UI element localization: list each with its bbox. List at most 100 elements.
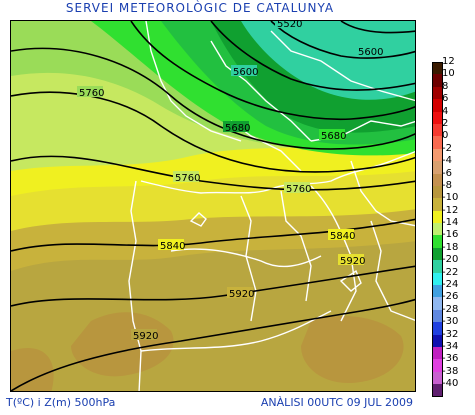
legend-label: -18 [442, 241, 459, 253]
legend-label: -24 [442, 279, 459, 291]
legend-row: -22 [432, 267, 470, 286]
legend-swatch [432, 74, 443, 87]
legend-label: 10 [442, 68, 455, 80]
legend-swatch [432, 99, 443, 112]
legend-label: 6 [442, 93, 449, 105]
legend-label: -6 [442, 167, 452, 179]
legend-row: -20 [432, 254, 470, 273]
contour-5600 [210, 21, 415, 91]
legend-label: -14 [442, 217, 459, 229]
legend-swatch [432, 148, 443, 162]
contour-label-5680: 5680 [225, 123, 250, 134]
contour-5680-a [11, 47, 415, 150]
legend-label: 2 [442, 117, 449, 129]
legend-swatch [432, 223, 443, 236]
legend-row: -14 [432, 217, 470, 236]
legend-label: -36 [442, 353, 459, 365]
contour-label-5920: 5920 [340, 256, 365, 267]
contour-label-5920: 5920 [229, 289, 254, 300]
legend-swatch [432, 359, 443, 372]
contour-label-5760: 5760 [175, 173, 200, 184]
map-canvas: 5520 5600 5600 5680 5680 5760 5760 5760 … [11, 21, 415, 391]
legend-row: -32 [432, 329, 470, 347]
legend-row: -34 [432, 341, 470, 360]
contour-5520 [340, 21, 415, 34]
contour-label-5680: 5680 [321, 131, 346, 142]
legend-swatch [432, 161, 443, 174]
legend-swatch [432, 371, 443, 385]
legend-swatch [432, 247, 443, 261]
legend-swatch [432, 198, 443, 211]
contour-5920-b [11, 298, 415, 391]
legend-label: -4 [442, 155, 452, 167]
legend-swatch [432, 272, 443, 286]
legend-row: -18 [432, 242, 470, 261]
contour-label-5600: 5600 [358, 47, 383, 58]
legend-swatch [432, 346, 443, 360]
legend-row: -26 [432, 291, 470, 310]
legend-label: -12 [442, 204, 459, 216]
contour-5920-a [11, 265, 415, 307]
legend-row: -36 [432, 353, 470, 372]
legend-swatch [432, 285, 443, 298]
legend-row: -8 [432, 180, 470, 199]
analysis-timestamp: ANÀLISI 00UTC 09 JUL 2009 [260, 396, 413, 409]
legend-row: -30 [432, 316, 470, 335]
legend-swatch [432, 210, 443, 224]
legend-row: 6 [432, 93, 470, 112]
band-minus-20 [241, 21, 415, 100]
map-panel: 5520 5600 5600 5680 5680 5760 5760 5760 … [10, 20, 416, 392]
legend-swatch [432, 334, 443, 347]
legend-label: -30 [442, 316, 459, 328]
contour-labels: 5520 5600 5600 5680 5680 5760 5760 5760 … [77, 21, 383, 342]
legend-swatch [432, 297, 443, 310]
legend-swatch [432, 260, 443, 273]
legend-row: -6 [432, 168, 470, 186]
warm-region-1 [71, 312, 174, 377]
page-title: SERVEI METEOROLÒGIC DE CATALUNYA [65, 1, 335, 15]
legend-swatch [432, 111, 443, 124]
legend-label: 4 [442, 105, 449, 117]
legend-row: -10 [432, 192, 470, 211]
legend-label: 12 [442, 56, 455, 67]
legend-label: -20 [442, 254, 459, 266]
legend-label: -32 [442, 328, 459, 340]
contour-label-5760: 5760 [286, 184, 311, 195]
legend-row: -16 [432, 229, 470, 248]
legend-swatch [432, 86, 443, 100]
legend-row: 4 [432, 106, 470, 124]
contour-5640 [130, 21, 415, 121]
legend-swatch [432, 123, 443, 137]
legend-label: -2 [442, 142, 452, 154]
legend-row: 12 [432, 56, 470, 75]
legend-swatch [432, 62, 443, 75]
legend-swatch [432, 384, 443, 397]
legend-label: -40 [442, 378, 459, 390]
legend-label: -16 [442, 229, 459, 241]
legend-swatch [432, 309, 443, 323]
legend-label: -34 [442, 340, 459, 352]
contour-label-5840: 5840 [330, 231, 355, 242]
legend-label: 8 [442, 80, 449, 92]
legend-row: -38 [432, 366, 470, 385]
legend-row: 0 [432, 130, 470, 149]
contour-5560 [270, 21, 415, 59]
legend-row: 2 [432, 118, 470, 137]
contour-label-5760: 5760 [79, 88, 104, 99]
legend-swatch [432, 235, 443, 248]
contour-5760 [11, 155, 415, 191]
legend-row: 10 [432, 68, 470, 87]
legend-label: -8 [442, 179, 452, 191]
legend-label: -22 [442, 266, 459, 278]
contour-label-5920: 5920 [133, 331, 158, 342]
contour-label-5600: 5600 [233, 67, 258, 78]
legend-label: 0 [442, 130, 449, 142]
color-scale-legend: 12 10 8 6 4 2 0 -2 -4 -6 -8 -10 -12 -14 -16 -18 -20 -22 -2… [432, 56, 470, 397]
legend-row: -12 [432, 205, 470, 224]
variable-caption: T(ºC) i Z(m) 500hPa [6, 396, 116, 409]
legend-row: -40 [432, 378, 470, 397]
legend-label: -10 [442, 192, 459, 204]
contour-label-5520: 5520 [277, 21, 302, 30]
legend-row: -24 [432, 279, 470, 298]
legend-swatch [432, 136, 443, 149]
